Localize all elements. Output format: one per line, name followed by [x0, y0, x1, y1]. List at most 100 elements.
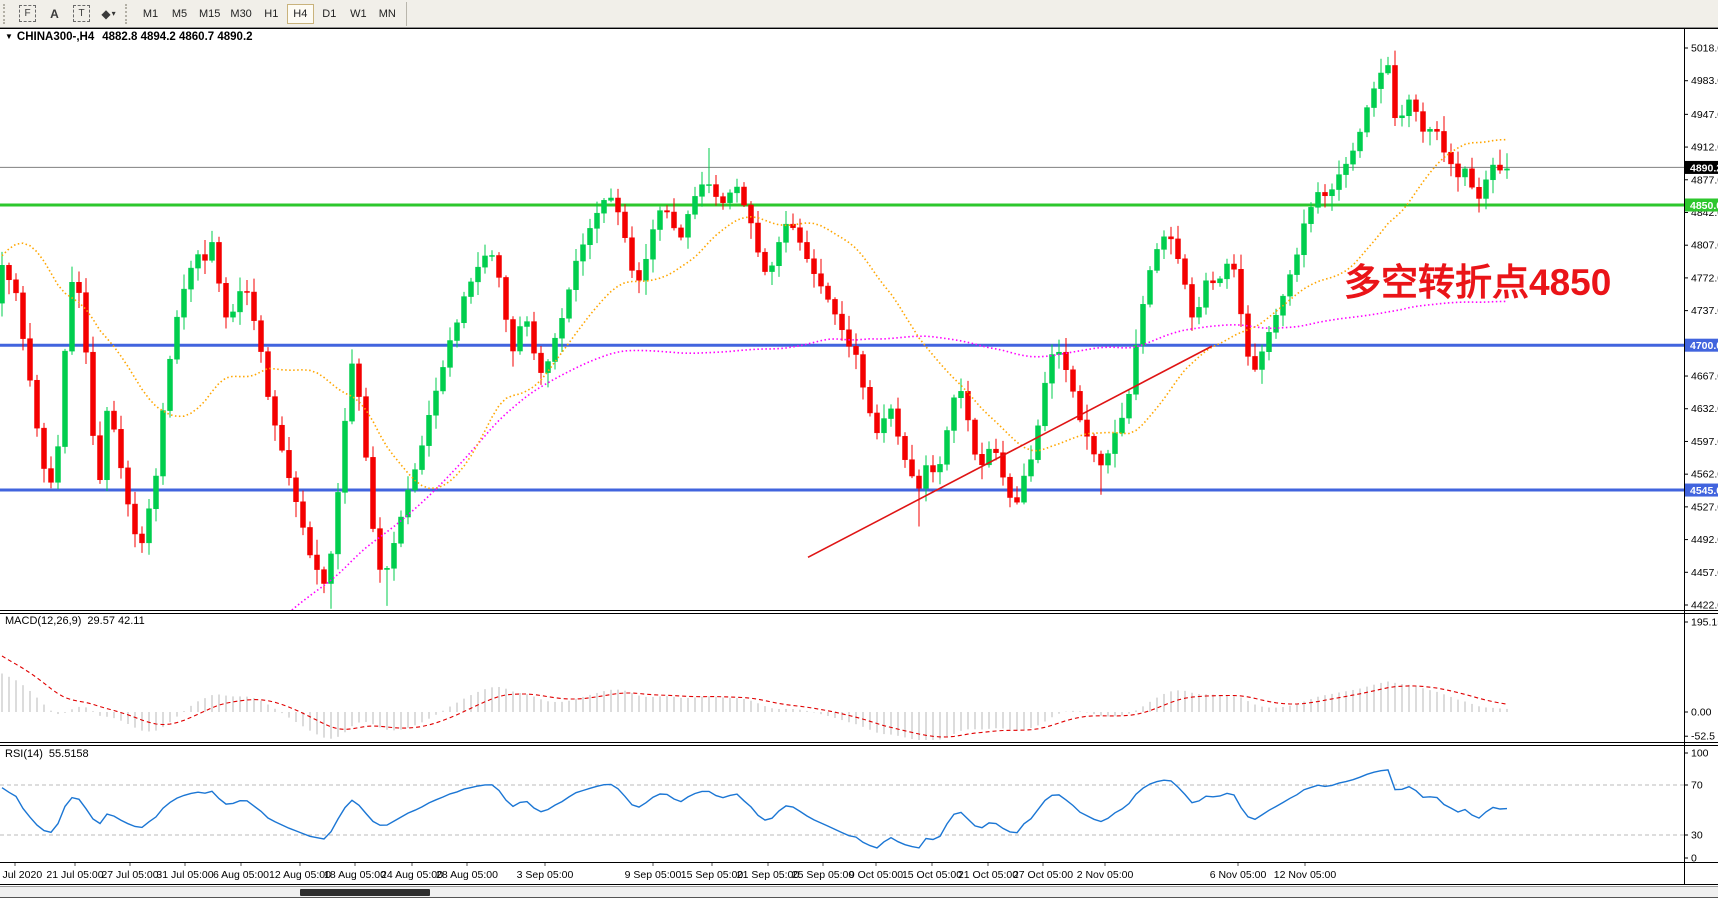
time-tick-label: 12 Nov 05:00: [1274, 869, 1337, 881]
time-tick-label: 21 Oct 05:00: [958, 869, 1018, 881]
toolbar-separator: [405, 1, 407, 26]
svg-text:4850.0: 4850.0: [1690, 200, 1718, 212]
toolbar-grip[interactable]: [3, 3, 9, 24]
time-tick-label: 21 Sep 05:00: [737, 869, 800, 881]
price-tick-label: 4983.0: [1691, 75, 1718, 87]
price-tick-label: 4422.0: [1691, 600, 1718, 612]
time-tick-label: 2 Nov 05:00: [1077, 869, 1134, 881]
ohlc-values: 4882.8 4894.2 4860.7 4890.2: [102, 31, 253, 43]
macd-values: 29.57 42.11: [87, 615, 145, 627]
price-level-badge[interactable]: 4545.0: [1685, 483, 1718, 498]
text-label-tool-icon: T: [73, 5, 90, 22]
price-tick-label: 4527.0: [1691, 501, 1718, 513]
ma-fast-line[interactable]: [1, 138, 1508, 490]
rsi-line: [1, 769, 1508, 849]
timeframe-button-W1[interactable]: W1: [350, 7, 367, 20]
timeframe-button-D1[interactable]: D1: [322, 7, 337, 20]
time-tick-label: 3 Sep 05:00: [517, 869, 574, 881]
price-tick-label: 4597.0: [1691, 436, 1718, 448]
timeframe-button-M5[interactable]: M5: [171, 7, 188, 20]
rsi-indicator-label: RSI(14) 55.5158: [5, 748, 89, 760]
time-tick-label: 12 Aug 05:00: [269, 869, 331, 881]
price-tick-label: 4562.0: [1691, 469, 1718, 481]
rsi-name: RSI(14): [5, 748, 43, 760]
time-tick-label: 28 Aug 05:00: [436, 869, 498, 881]
price-tick-label: 4492.0: [1691, 534, 1718, 546]
time-tick-label: 27 Oct 05:00: [1013, 869, 1073, 881]
price-tick-label: 4772.0: [1691, 272, 1718, 284]
price-tick-label: 4667.0: [1691, 371, 1718, 383]
time-tick-label: 24 Aug 05:00: [381, 869, 443, 881]
timeframe-button-H4[interactable]: H4: [286, 3, 314, 24]
rsi-tick-label: 0: [1691, 853, 1697, 865]
symbol-period-label: CHINA300-,H4: [16, 31, 95, 43]
time-tick-label: 9 Sep 05:00: [625, 869, 682, 881]
dropdown-caret-icon: ▾: [111, 9, 116, 18]
price-level-lines: [0, 166, 1684, 492]
price-tick-label: 4912.0: [1691, 142, 1718, 154]
price-tick-label: 5018.0: [1691, 43, 1718, 55]
timeframe-button-M30[interactable]: M30: [230, 7, 252, 20]
time-tick-label: 15 Jul 2020: [0, 869, 42, 881]
price-level-badge[interactable]: 4890.2: [1685, 160, 1718, 175]
time-tick-label: 21 Jul 05:00: [46, 869, 103, 881]
macd-name: MACD(12,26,9): [5, 615, 82, 627]
timeframe-button-MN[interactable]: MN: [378, 7, 396, 20]
price-tick-label: 4457.0: [1691, 567, 1718, 579]
time-tick-label: 27 Jul 05:00: [101, 869, 158, 881]
macd-tick-label: 0.00: [1691, 707, 1712, 719]
svg-text:4890.2: 4890.2: [1690, 162, 1718, 174]
rsi-tick-label: 30: [1691, 830, 1703, 842]
timeframe-button-H1[interactable]: H1: [264, 7, 279, 20]
text-tool[interactable]: A: [41, 3, 68, 25]
timeframe-button-M15[interactable]: M15: [199, 7, 221, 20]
chart-title: ▼ CHINA300-,H4 4882.8 4894.2 4860.7 4890.2: [5, 31, 253, 43]
rsi-tick-label: 70: [1691, 780, 1703, 792]
price-level-badge[interactable]: 4850.0: [1685, 198, 1718, 213]
price-tick-label: 4877.0: [1691, 174, 1718, 186]
arrows-tool-icon: ◆: [101, 6, 111, 21]
price-level-badge[interactable]: 4700.0: [1685, 338, 1718, 353]
macd-signal-line: [1, 655, 1508, 738]
rsi-value: 55.5158: [48, 748, 89, 760]
time-tick-label: 18 Aug 05:00: [324, 869, 386, 881]
time-tick-label: 15 Oct 05:00: [902, 869, 962, 881]
macd-indicator-label: MACD(12,26,9) 29.57 42.11: [5, 615, 145, 627]
arrows-tool[interactable]: ◆ ▾: [95, 3, 122, 25]
time-tick-label: 31 Jul 05:00: [156, 869, 213, 881]
time-tick-label: 25 Sep 05:00: [792, 869, 855, 881]
fibonacci-tool-icon: F: [19, 5, 36, 22]
macd-tick-label: 195.15: [1691, 617, 1718, 629]
svg-text:4700.0: 4700.0: [1690, 340, 1718, 352]
time-tick-label: 6 Nov 05:00: [1210, 869, 1267, 881]
horizontal-scrollbar[interactable]: [0, 886, 1718, 898]
macd-panel: [1, 655, 1508, 740]
fibonacci-tool[interactable]: F: [14, 3, 41, 25]
timeframe-button-M1[interactable]: M1: [142, 7, 159, 20]
timeframes-group: M1 M5 M15 M30 H1 H4 D1 W1 MN: [136, 3, 402, 24]
price-tick-label: 4632.0: [1691, 403, 1718, 415]
chart-text-annotation[interactable]: 多空转折点4850: [1344, 262, 1612, 303]
svg-text:4545.0: 4545.0: [1690, 485, 1718, 497]
scrollbar-thumb[interactable]: [300, 889, 430, 896]
indicator-list-expander-icon[interactable]: ▼: [5, 32, 13, 41]
text-label-tool[interactable]: T: [68, 3, 95, 25]
rsi-tick-label: 100: [1691, 748, 1709, 760]
text-tool-icon: A: [50, 6, 59, 21]
drawing-tools-group: F A T ◆ ▾: [14, 3, 122, 25]
candles-layer: [0, 50, 1510, 609]
moving-averages: [1, 138, 1508, 896]
time-tick-label: 15 Sep 05:00: [681, 869, 744, 881]
time-tick-label: 6 Aug 05:00: [213, 869, 269, 881]
rsi-panel: [0, 769, 1684, 849]
price-axis: 5018.04983.04947.04912.04877.04842.04807…: [1684, 43, 1718, 865]
ma-slow-line[interactable]: [2, 300, 1508, 896]
macd-tick-label: -52.5: [1691, 731, 1715, 743]
toolbar: F A T ◆ ▾ M1 M5 M15 M30 H1 H4 D1 W1 MN: [0, 0, 1718, 28]
toolbar-grip[interactable]: [125, 3, 131, 24]
time-tick-label: 9 Oct 05:00: [849, 869, 903, 881]
trendline[interactable]: [807, 345, 1213, 559]
